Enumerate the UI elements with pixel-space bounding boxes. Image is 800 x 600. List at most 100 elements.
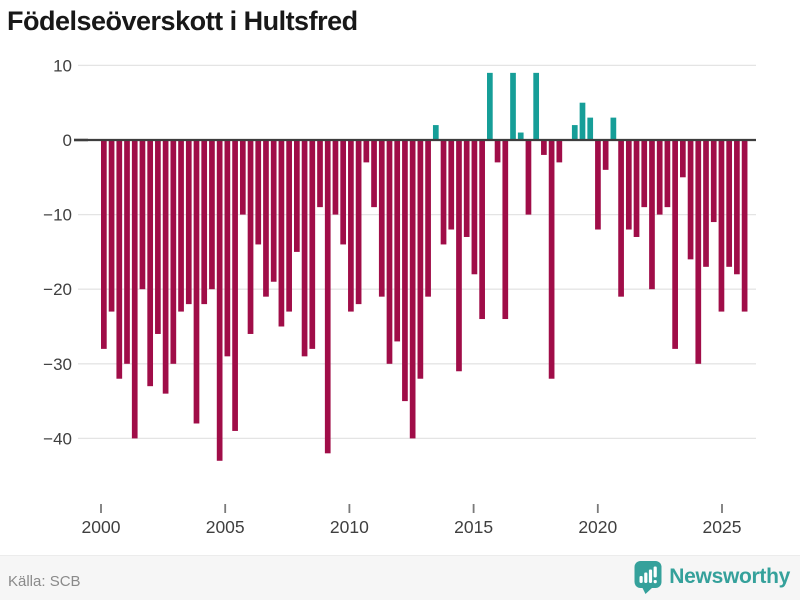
negative-bar	[147, 140, 154, 387]
x-axis-tick-label: 2015	[454, 517, 493, 537]
y-axis-tick-label: −10	[43, 206, 72, 225]
positive-bar	[510, 72, 516, 140]
negative-bar	[548, 140, 555, 379]
negative-bar	[162, 140, 169, 394]
negative-bar	[224, 140, 231, 357]
negative-bar	[324, 140, 331, 454]
footer-bar: Källa: SCB Newsworthy	[0, 555, 800, 600]
negative-bar	[209, 140, 215, 290]
negative-bar	[402, 140, 408, 402]
negative-bar	[363, 140, 370, 163]
negative-bar	[270, 140, 277, 282]
negative-bar	[479, 140, 485, 320]
x-axis-tick-label: 2000	[82, 517, 121, 537]
negative-bar	[703, 140, 709, 267]
positive-bar	[610, 117, 617, 140]
negative-bar	[394, 140, 401, 342]
negative-bar	[108, 140, 115, 312]
negative-bar	[116, 140, 123, 379]
x-axis-tick-label: 2005	[206, 517, 245, 537]
negative-bar	[440, 140, 447, 245]
negative-bar	[124, 140, 130, 364]
negative-bar	[340, 140, 347, 245]
negative-bar	[448, 140, 455, 230]
negative-bar	[247, 140, 254, 334]
negative-bar	[618, 140, 624, 297]
negative-bar	[695, 140, 702, 364]
negative-bar	[541, 140, 547, 155]
y-axis-tick-label: −30	[43, 355, 72, 374]
negative-bar	[602, 140, 609, 170]
negative-bar	[734, 140, 740, 275]
negative-bar	[672, 140, 678, 349]
negative-bar	[718, 140, 725, 312]
negative-bar	[425, 140, 431, 297]
negative-bar	[595, 140, 601, 230]
negative-bar	[741, 140, 748, 312]
newsworthy-marker-icon	[634, 561, 662, 594]
x-axis-tick-label: 2010	[330, 517, 369, 537]
page-title: Födelseöverskott i Hultsfred	[7, 6, 358, 36]
negative-bar	[726, 140, 733, 267]
negative-bar	[170, 140, 177, 364]
negative-bar	[386, 140, 393, 364]
negative-bar	[239, 140, 246, 215]
negative-bar	[456, 140, 462, 372]
negative-bar	[286, 140, 292, 312]
negative-bar	[625, 140, 632, 230]
negative-bar	[232, 140, 238, 431]
y-axis-tick-label: −40	[43, 429, 72, 448]
negative-bar	[417, 140, 424, 379]
negative-bar	[317, 140, 323, 208]
negative-bar	[278, 140, 285, 327]
positive-bar	[432, 125, 439, 140]
negative-bar	[355, 140, 362, 305]
negative-bar	[332, 140, 339, 215]
positive-bar	[487, 72, 493, 140]
negative-bar	[255, 140, 262, 245]
negative-bar	[494, 140, 501, 163]
negative-bar	[556, 140, 563, 163]
y-axis-tick-label: −20	[43, 280, 72, 299]
negative-bar	[680, 140, 686, 178]
positive-bar	[579, 102, 586, 140]
negative-bar	[633, 140, 640, 237]
y-axis-tick-label: 10	[53, 56, 72, 75]
negative-bar	[348, 140, 354, 312]
negative-bar	[371, 140, 377, 208]
negative-bar	[656, 140, 663, 215]
positive-bar	[571, 125, 578, 140]
negative-bar	[155, 140, 161, 334]
negative-bar	[409, 140, 416, 439]
negative-bar	[185, 140, 192, 305]
y-axis-tick-label: 0	[63, 131, 72, 150]
negative-bar	[101, 140, 107, 349]
source-label: Källa: SCB	[8, 573, 81, 590]
positive-bar	[587, 117, 594, 140]
negative-bar	[301, 140, 308, 357]
negative-bar	[309, 140, 316, 349]
negative-bar	[687, 140, 694, 260]
negative-bar	[664, 140, 671, 208]
negative-bar	[463, 140, 470, 237]
negative-bar	[263, 140, 269, 297]
negative-bar	[201, 140, 208, 305]
negative-bar	[178, 140, 184, 312]
newsworthy-logo[interactable]: Newsworthy	[634, 560, 790, 594]
positive-bar	[533, 72, 540, 140]
negative-bar	[649, 140, 655, 290]
x-axis-tick-label: 2025	[703, 517, 742, 537]
negative-bar	[525, 140, 532, 215]
negative-bar	[710, 140, 717, 223]
negative-bar	[502, 140, 509, 320]
newsworthy-wordmark: Newsworthy	[669, 565, 790, 588]
negative-bar	[193, 140, 200, 424]
negative-bar	[471, 140, 478, 275]
negative-bar	[294, 140, 300, 252]
negative-bar	[139, 140, 146, 290]
negative-bar	[378, 140, 385, 297]
x-axis-tick-label: 2020	[578, 517, 617, 537]
negative-bar	[216, 140, 223, 461]
positive-bar	[517, 132, 524, 140]
